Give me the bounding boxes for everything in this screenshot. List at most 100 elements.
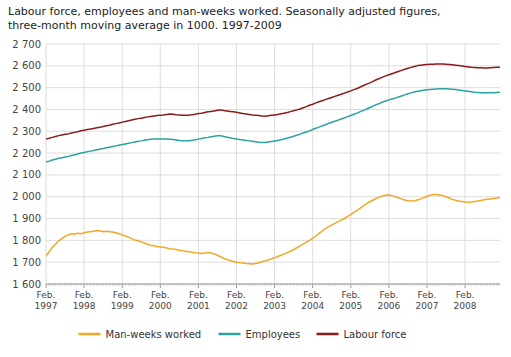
series-line [46, 89, 500, 162]
y-tick-label: 1 700 [12, 257, 41, 268]
y-tick-label: 2 400 [12, 104, 41, 115]
x-tick-label-line: 2005 [339, 301, 362, 311]
y-grid-line [46, 153, 500, 154]
series-line [46, 64, 500, 139]
x-tick-label-line: Feb. [75, 290, 94, 300]
y-grid-line [46, 240, 500, 241]
y-grid-line [46, 109, 500, 110]
x-tick-label-line: 2001 [187, 301, 210, 311]
x-tick-label: Feb.2002 [225, 290, 248, 311]
x-tick-label-line: Feb. [456, 290, 475, 300]
x-tick-label: Feb.2008 [454, 290, 477, 311]
x-tick-label-line: 1999 [111, 301, 134, 311]
y-tick-label: 2 500 [12, 82, 41, 93]
y-tick-label: 2 700 [12, 39, 41, 50]
x-tick-label: Feb.2005 [339, 290, 362, 311]
x-tick-label: Feb.1998 [73, 290, 96, 311]
x-grid-line [426, 44, 427, 284]
x-tick-label-line: 2004 [301, 301, 324, 311]
x-axis-line [46, 284, 500, 285]
y-grid-line [46, 65, 500, 66]
legend: Man-weeks worked Employees Labour force [79, 329, 407, 340]
x-tick-label-line: Feb. [379, 290, 398, 300]
x-tick [198, 284, 199, 288]
legend-label: Employees [246, 329, 301, 340]
x-tick-label-line: Feb. [303, 290, 322, 300]
x-tick [274, 284, 275, 288]
grid [46, 44, 500, 284]
x-tick [426, 284, 427, 288]
x-tick-label: Feb.2000 [149, 290, 172, 311]
x-tick [350, 284, 351, 288]
x-grid-line [350, 44, 351, 284]
y-tick-label: 2 000 [12, 191, 41, 202]
legend-swatch [317, 333, 339, 336]
legend-swatch [219, 333, 241, 336]
y-tick-label: 2 200 [12, 148, 41, 159]
legend-label: Man-weeks worked [106, 329, 202, 340]
legend-swatch [79, 333, 101, 336]
x-grid-line [388, 44, 389, 284]
x-tick-label-line: 1998 [73, 301, 96, 311]
x-tick-label-line: Feb. [151, 290, 170, 300]
x-grid-line [236, 44, 237, 284]
x-tick [312, 284, 313, 288]
y-tick-label: 1 800 [12, 235, 41, 246]
y-grid-line [46, 218, 500, 219]
x-tick-label: Feb.2004 [301, 290, 324, 311]
chart: Labour force, employees and man-weeks wo… [0, 0, 511, 357]
x-grid-line [274, 44, 275, 284]
legend-label: Labour force [344, 329, 407, 340]
x-tick-label: Feb.2001 [187, 290, 210, 311]
x-tick [84, 284, 85, 288]
x-tick-label: Feb.2003 [263, 290, 286, 311]
x-tick [388, 284, 389, 288]
x-tick-label: Feb.2006 [377, 290, 400, 311]
x-tick [236, 284, 237, 288]
x-tick [46, 284, 47, 288]
y-grid-line [46, 196, 500, 197]
y-tick-label: 2 600 [12, 60, 41, 71]
x-tick-label-line: Feb. [189, 290, 208, 300]
x-tick-label-line: Feb. [227, 290, 246, 300]
x-tick-label: Feb.1999 [111, 290, 134, 311]
x-grid-line [312, 44, 313, 284]
series-line [46, 195, 500, 264]
x-tick-label-line: Feb. [265, 290, 284, 300]
x-tick-label-line: Feb. [341, 290, 360, 300]
title-line: Labour force, employees and man-weeks wo… [8, 5, 440, 18]
x-tick-label-line: 2003 [263, 301, 286, 311]
x-tick-label: Feb.2007 [416, 290, 439, 311]
x-tick-label-line: 2007 [416, 301, 439, 311]
x-grid-line [84, 44, 85, 284]
x-tick-label-line: 2000 [149, 301, 172, 311]
x-tick-label-line: Feb. [37, 290, 56, 300]
y-tick-label: 2 100 [12, 169, 41, 180]
y-grid-line [46, 262, 500, 263]
x-tick-label-line: 2006 [377, 301, 400, 311]
x-grid-line [465, 44, 466, 284]
y-grid-line [46, 131, 500, 132]
x-tick [122, 284, 123, 288]
x-tick-label: Feb.1997 [35, 290, 58, 311]
y-tick-label: 2 300 [12, 126, 41, 137]
x-tick [160, 284, 161, 288]
x-grid-line [122, 44, 123, 284]
x-tick-label-line: Feb. [113, 290, 132, 300]
x-tick-label-line: Feb. [418, 290, 437, 300]
y-grid-line [46, 87, 500, 88]
x-tick-label-line: 1997 [35, 301, 58, 311]
x-tick [465, 284, 466, 288]
series-group [46, 64, 500, 264]
title: Labour force, employees and man-weeks wo… [8, 5, 440, 32]
title-line: three-month moving average in 1000. 1997… [8, 19, 282, 32]
x-grid-line [198, 44, 199, 284]
y-grid-line [46, 44, 500, 45]
x-grid-line [46, 44, 47, 284]
x-tick-label-line: 2002 [225, 301, 248, 311]
x-tick-label-line: 2008 [454, 301, 477, 311]
y-tick-label: 1 900 [12, 213, 41, 224]
x-grid-line [160, 44, 161, 284]
y-grid-line [46, 284, 500, 285]
y-grid-line [46, 174, 500, 175]
